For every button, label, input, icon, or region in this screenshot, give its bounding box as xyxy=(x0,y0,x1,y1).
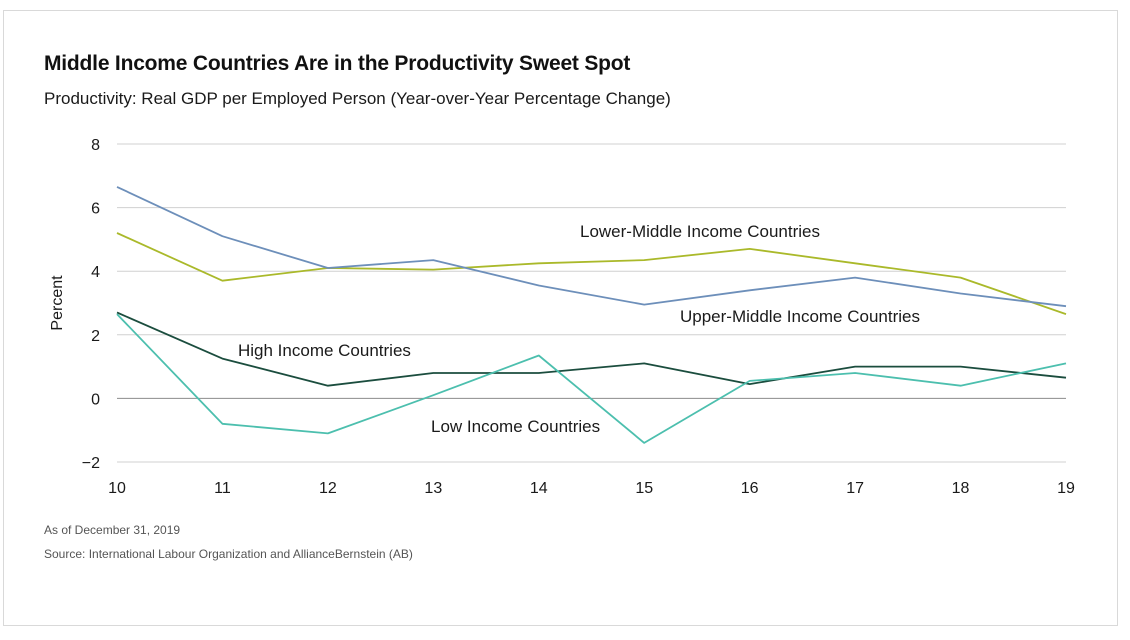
y-tick-label: 4 xyxy=(91,264,100,281)
y-tick-label: −2 xyxy=(82,455,100,472)
x-tick-label: 15 xyxy=(635,480,653,497)
series-label-lower-middle-income: Lower-Middle Income Countries xyxy=(580,222,820,241)
x-tick-label: 19 xyxy=(1057,480,1075,497)
x-tick-label: 11 xyxy=(214,480,231,497)
x-tick-label: 18 xyxy=(952,480,970,497)
y-tick-label: 0 xyxy=(91,391,100,408)
x-axis-tick-labels: 10 11 12 13 14 15 16 17 18 19 xyxy=(108,480,1075,497)
y-axis-tick-labels: −2 0 2 4 6 8 xyxy=(82,137,100,472)
series-label-high-income: High Income Countries xyxy=(238,341,411,360)
y-axis-label: Percent xyxy=(49,275,66,331)
series-labels: Lower-Middle Income Countries Upper-Middl… xyxy=(238,222,920,436)
series-label-low-income: Low Income Countries xyxy=(431,417,600,436)
x-tick-label: 13 xyxy=(424,480,442,497)
y-tick-label: 2 xyxy=(91,328,100,345)
series-label-upper-middle-income: Upper-Middle Income Countries xyxy=(680,307,920,326)
x-tick-label: 12 xyxy=(319,480,337,497)
series-line-high-income xyxy=(116,311,1067,387)
chart-title: Middle Income Countries Are in the Produ… xyxy=(44,52,631,75)
source-note: Source: International Labour Organizatio… xyxy=(44,547,413,561)
y-tick-label: 8 xyxy=(91,137,100,154)
x-tick-label: 10 xyxy=(108,480,126,497)
chart-frame xyxy=(3,10,1118,626)
series-line-upper-middle-income xyxy=(116,186,1067,308)
x-tick-label: 14 xyxy=(530,480,548,497)
x-tick-label: 17 xyxy=(846,480,864,497)
gridlines xyxy=(117,143,1066,463)
y-tick-label: 6 xyxy=(91,201,100,218)
series-line-lower-middle-income xyxy=(116,232,1067,315)
x-tick-label: 16 xyxy=(741,480,759,497)
as-of-note: As of December 31, 2019 xyxy=(44,523,181,537)
chart-subtitle: Productivity: Real GDP per Employed Pers… xyxy=(44,89,671,108)
series-lines xyxy=(116,186,1067,444)
series-line-low-income xyxy=(116,313,1067,444)
